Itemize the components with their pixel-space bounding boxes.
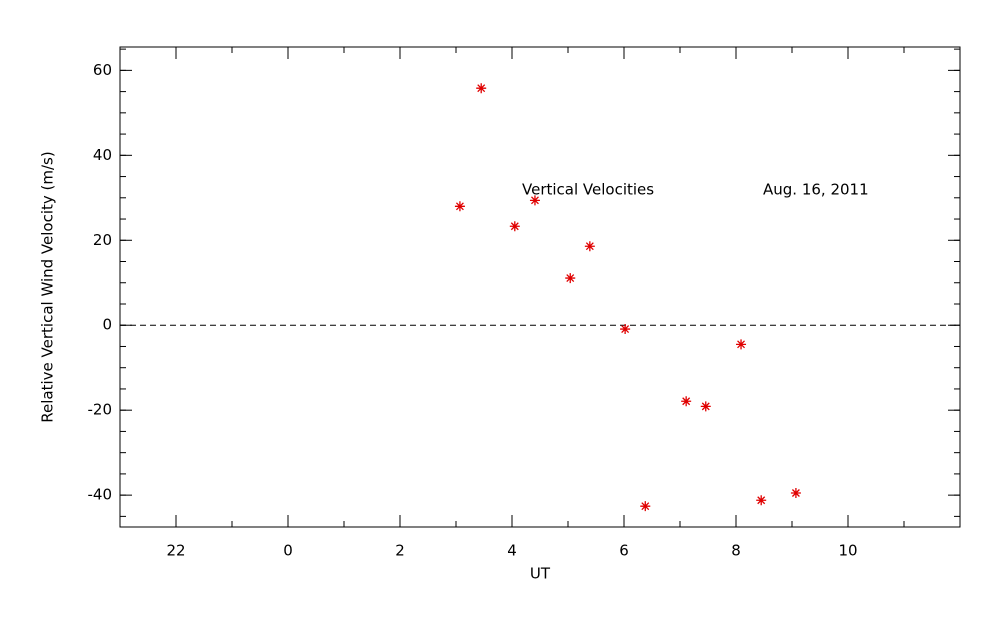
data-point — [454, 201, 465, 212]
data-point — [529, 195, 540, 206]
data-point — [509, 221, 520, 232]
x-axis-label: UT — [530, 565, 551, 583]
x-tick-label: 22 — [166, 542, 185, 560]
data-point — [565, 273, 576, 284]
y-tick-label: 60 — [93, 61, 112, 79]
data-point — [790, 488, 801, 499]
x-tick-label: 4 — [507, 542, 517, 560]
y-tick-label: -20 — [88, 401, 113, 419]
data-point — [640, 501, 651, 512]
annotation: Vertical Velocities — [522, 181, 654, 199]
x-tick-label: 8 — [731, 542, 741, 560]
y-tick-label: 20 — [93, 231, 112, 249]
y-axis-label: Relative Vertical Wind Velocity (m/s) — [39, 151, 57, 422]
y-tick-label: -40 — [88, 486, 113, 504]
x-tick-label: 0 — [283, 542, 293, 560]
data-point — [620, 324, 631, 335]
x-tick-label: 2 — [395, 542, 405, 560]
data-point — [736, 339, 747, 350]
data-point — [756, 495, 767, 506]
data-point — [476, 83, 487, 94]
y-tick-label: 0 — [102, 316, 112, 334]
plot-frame — [119, 46, 961, 528]
x-tick-label: 10 — [838, 542, 857, 560]
annotation: Aug. 16, 2011 — [763, 181, 869, 199]
data-point — [584, 241, 595, 252]
data-point — [700, 401, 711, 412]
data-point — [681, 396, 692, 407]
x-tick-label: 6 — [619, 542, 629, 560]
y-tick-label: 40 — [93, 146, 112, 164]
